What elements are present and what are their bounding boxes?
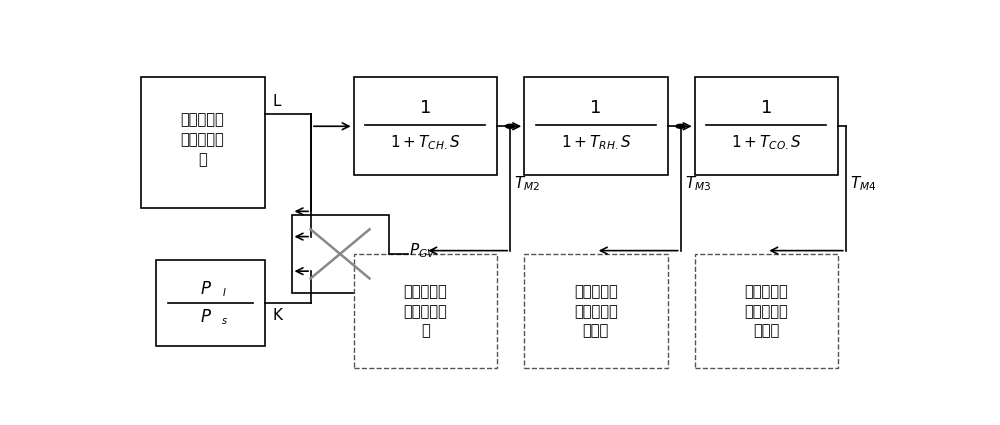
Text: $P$: $P$: [200, 280, 212, 298]
Bar: [354, 77, 497, 176]
Text: $1 + T_{CH.}S$: $1 + T_{CH.}S$: [390, 133, 460, 152]
Text: 调节级压力
仿真输出曲
线: 调节级压力 仿真输出曲 线: [403, 284, 447, 338]
Bar: [156, 261, 264, 346]
Text: $T_{M3}$: $T_{M3}$: [685, 174, 711, 193]
Text: $_{s}$: $_{s}$: [221, 313, 228, 327]
Text: $P_{GV}$: $P_{GV}$: [409, 241, 437, 260]
Bar: [524, 254, 668, 368]
Text: 汽轮机高压
调门突变参
数: 汽轮机高压 调门突变参 数: [181, 112, 224, 167]
Bar: [695, 77, 838, 176]
Text: 1: 1: [590, 99, 602, 117]
Text: $T_{M2}$: $T_{M2}$: [514, 174, 540, 193]
Circle shape: [506, 124, 515, 128]
Text: $_{I}$: $_{I}$: [222, 285, 227, 299]
Bar: [695, 254, 838, 368]
Circle shape: [676, 124, 685, 128]
Text: 1: 1: [761, 99, 772, 117]
Text: $1 + T_{CO.}S$: $1 + T_{CO.}S$: [731, 133, 802, 152]
Text: L: L: [272, 94, 281, 109]
Text: K: K: [272, 308, 282, 323]
Bar: [140, 77, 264, 208]
Bar: [524, 77, 668, 176]
Text: 中压缸进气
压力仿真输
出曲线: 中压缸进气 压力仿真输 出曲线: [574, 284, 618, 338]
Bar: [354, 254, 497, 368]
Text: 1: 1: [420, 99, 431, 117]
Text: $1 + T_{RH.}S$: $1 + T_{RH.}S$: [561, 133, 631, 152]
Text: $T_{M4}$: $T_{M4}$: [850, 174, 876, 193]
Bar: [292, 215, 388, 293]
Text: $P$: $P$: [200, 308, 212, 326]
Text: 低压连通管
压力仿真输
出曲线: 低压连通管 压力仿真输 出曲线: [744, 284, 788, 338]
